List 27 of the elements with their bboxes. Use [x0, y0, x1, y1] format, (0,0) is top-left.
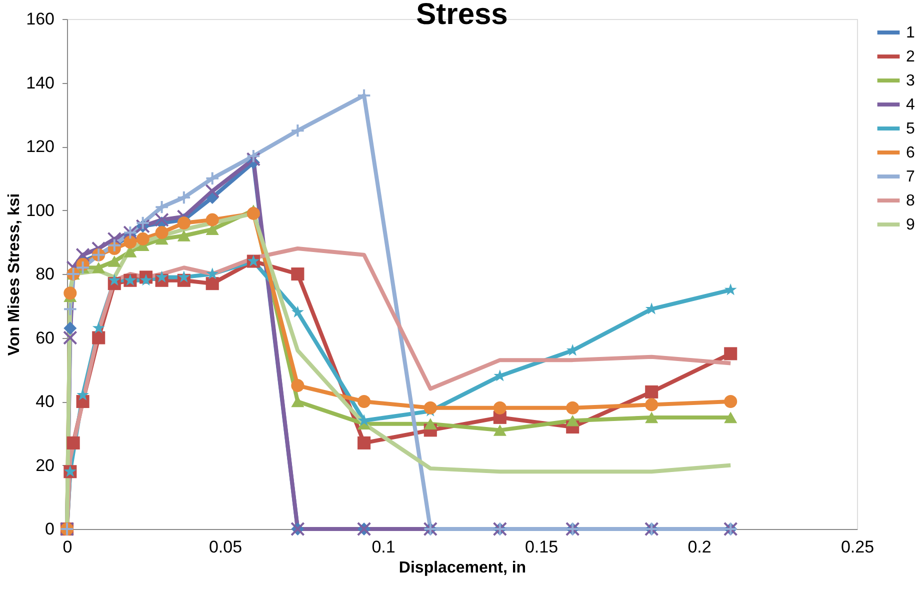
legend-label: 7 [906, 168, 915, 186]
legend-label: 4 [906, 96, 915, 114]
x-tick-label: 0 [62, 538, 72, 556]
x-tick-label: 0.25 [840, 538, 874, 556]
y-tick-label: 60 [36, 328, 54, 348]
y-tick-label: 80 [36, 264, 54, 284]
legend-label: 2 [906, 48, 915, 66]
y-axis-title: Von Mises Stress, ksi [6, 193, 24, 356]
chart-title: Stress [416, 0, 508, 31]
legend-label: 5 [906, 120, 915, 138]
legend-label: 1 [906, 24, 915, 42]
y-tick-label: 100 [26, 200, 54, 220]
x-tick-label: 0.2 [688, 538, 712, 556]
y-tick-label: 40 [36, 392, 54, 411]
x-tick-label: 0.15 [524, 538, 558, 556]
x-tick-label: 0.05 [208, 538, 242, 556]
y-tick-label: 140 [26, 73, 54, 92]
y-tick-label: 120 [26, 137, 54, 156]
y-tick-label: 0 [45, 520, 54, 538]
legend-label: 9 [906, 216, 915, 234]
legend-label: 3 [906, 72, 915, 90]
y-tick-label: 20 [36, 456, 54, 475]
legend-label: 6 [906, 144, 915, 162]
y-tick-label: 160 [26, 10, 54, 28]
legend-label: 8 [906, 192, 915, 210]
x-tick-label: 0.1 [372, 538, 396, 556]
x-axis-title: Displacement, in [398, 560, 526, 576]
